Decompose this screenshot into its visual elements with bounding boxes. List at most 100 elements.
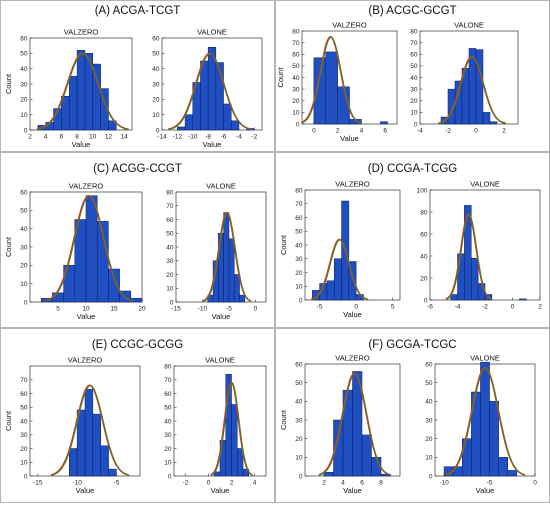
y-tick-label: 30 (410, 86, 418, 93)
subplot-valone: -10 -5 0 0 10 20 30 40 50 60 VALONE Value (425, 354, 537, 496)
x-tick-label: -10 (72, 480, 82, 487)
x-tick-label: 2 (336, 128, 340, 135)
histogram-bar (239, 294, 246, 303)
y-tick-label: 40 (420, 253, 428, 260)
y-tick-label: 0 (429, 473, 433, 480)
histogram-bar (477, 283, 486, 301)
x-tick-label: 15 (110, 306, 118, 313)
histogram-bar (200, 60, 209, 131)
x-tick-label: -10 (439, 480, 449, 487)
x-tick-label: 0 (207, 480, 211, 487)
histogram-bar (184, 114, 194, 131)
x-tick-label: 8 (75, 134, 79, 141)
histogram-bar (108, 120, 117, 131)
y-tick-label: 0 (156, 127, 160, 134)
x-tick-label: 6 (360, 480, 364, 487)
x-tick-label: -10 (198, 306, 208, 313)
x-tick-label: -4 (455, 304, 461, 311)
y-tick-label: 0 (24, 473, 28, 480)
x-tick-label: 10 (89, 134, 97, 141)
histogram-bar (100, 445, 109, 477)
x-tick-label: -5 (114, 480, 120, 487)
fit-curve-red (44, 194, 133, 302)
x-axis-label: Value (72, 140, 91, 149)
x-axis-label: Value (343, 310, 362, 319)
axes-box (429, 189, 541, 301)
fit-curve-green (302, 36, 362, 124)
y-tick-label: 60 (420, 231, 428, 238)
x-axis-label: Value (203, 140, 222, 149)
x-tick-label: -4 (236, 134, 242, 141)
subplot-valzero: 2 4 6 8 0 10 20 30 40 50 60 VALZERO Value Count (279, 354, 401, 495)
subplot-valzero: 2 4 6 8 10 12 14 0 10 20 30 40 50 60 VALZERO Value Count (4, 28, 133, 149)
y-tick-label: 20 (425, 436, 433, 443)
y-tick-label: 10 (20, 112, 28, 119)
x-tick-label: 0 (474, 128, 478, 135)
y-tick-label: 30 (164, 432, 172, 439)
x-tick-label: 10 (82, 306, 90, 313)
fit-curve-red (202, 211, 251, 302)
y-tick-label: 50 (164, 405, 172, 412)
y-tick-label: 10 (20, 281, 28, 288)
y-tick-label: 60 (20, 35, 28, 42)
y-tick-label: 50 (295, 229, 303, 236)
y-tick-label: 40 (292, 75, 300, 82)
y-tick-label: 10 (20, 460, 28, 467)
x-tick-label: 2 (502, 128, 506, 135)
y-tick-label: 70 (292, 40, 300, 47)
histogram-bar (352, 371, 363, 477)
y-tick-label: 60 (295, 215, 303, 222)
subplot-title: VALONE (205, 356, 235, 365)
y-tick-label: 30 (425, 417, 433, 424)
y-tick-label: 20 (20, 263, 28, 270)
x-tick-label: -8 (205, 134, 211, 141)
y-tick-label: 70 (164, 377, 172, 384)
subplot-title: VALZERO (335, 354, 370, 363)
y-axis-label: Count (4, 73, 13, 94)
subplot-title: VALZERO (332, 21, 367, 30)
y-tick-label: 50 (20, 51, 28, 58)
y-tick-label: 80 (295, 187, 303, 194)
y-tick-label: 20 (295, 436, 303, 443)
x-tick-label: 6 (60, 134, 64, 141)
y-tick-label: 0 (24, 127, 28, 134)
fit-curve-red (301, 35, 362, 124)
histogram-bar (177, 126, 186, 131)
x-tick-label: 2 (322, 480, 326, 487)
subplot-valzero: -15 -10 -5 0 10 20 30 40 50 60 70 VALZERO Value Count (4, 356, 141, 495)
y-tick-label: 60 (425, 361, 433, 368)
y-tick-label: 60 (20, 189, 28, 196)
histogram-bar (228, 238, 235, 303)
y-tick-label: 30 (295, 256, 303, 263)
y-tick-label: 40 (295, 242, 303, 249)
subplot-valone: -14 -12 -10 -8 -6 -4 -2 0 10 20 30 40 50 60 VALONE Valu… (152, 28, 263, 149)
subplot-title: VALONE (454, 21, 484, 30)
y-tick-label: 70 (295, 201, 303, 208)
y-tick-label: 40 (20, 418, 28, 425)
y-tick-label: 20 (20, 97, 28, 104)
y-tick-label: 50 (20, 208, 28, 215)
y-tick-label: 60 (20, 391, 28, 398)
y-tick-label: 10 (164, 460, 172, 467)
panel-border (0, 152, 275, 328)
y-tick-label: 0 (168, 473, 172, 480)
x-tick-label: 12 (105, 134, 113, 141)
histogram-bar (380, 121, 388, 125)
fit-curve-green (319, 373, 391, 476)
y-tick-label: 20 (152, 97, 160, 104)
histogram-bar (68, 76, 78, 131)
x-tick-label: -6 (221, 134, 227, 141)
histogram-bar (519, 298, 527, 301)
x-tick-label: -2 (251, 134, 257, 141)
x-tick-label: -15 (33, 480, 43, 487)
histogram-bar (230, 120, 240, 131)
panel-6: (F) GCGA-TCGC 2 4 6 8 0 10 20 30 40 50 60 VALZERO Val… (279, 339, 537, 495)
x-tick-label: -5 (317, 304, 323, 311)
fit-curve-green (438, 56, 507, 125)
x-tick-label: 0 (254, 306, 258, 313)
histogram-bar (325, 51, 338, 125)
y-tick-label: 30 (166, 258, 174, 265)
panel-title: (A) ACGA-TCGT (95, 5, 181, 17)
